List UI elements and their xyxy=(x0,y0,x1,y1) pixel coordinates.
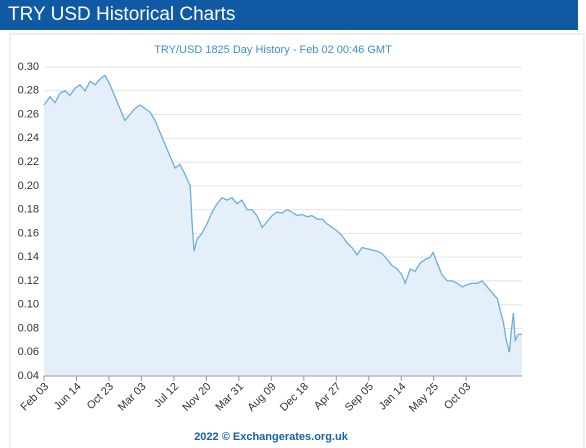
y-tick-label: 0.08 xyxy=(18,322,39,334)
chart-frame xyxy=(9,33,585,448)
y-tick-label: 0.12 xyxy=(18,275,39,287)
chart-title: TRY/USD 1825 Day History - Feb 02 00:46 … xyxy=(154,44,392,56)
x-tick-label: Dec 18 xyxy=(278,381,311,414)
x-tick-label: Jun 14 xyxy=(52,381,84,413)
x-tick-label: May 25 xyxy=(407,381,441,415)
y-tick-label: 0.06 xyxy=(18,346,39,358)
x-tick-label: Mar 03 xyxy=(116,381,149,414)
x-tick-label: Jan 14 xyxy=(377,381,409,413)
y-tick-label: 0.16 xyxy=(18,227,39,239)
x-tick-label: Oct 03 xyxy=(442,381,473,412)
price-line xyxy=(43,74,522,353)
area-fill xyxy=(44,75,522,377)
x-tick-label: Apr 27 xyxy=(312,381,343,412)
y-tick-label: 0.10 xyxy=(18,299,39,311)
x-tick-label: Sep 05 xyxy=(343,381,376,414)
y-tick-label: 0.20 xyxy=(18,180,39,192)
header-title: TRY USD Historical Charts xyxy=(0,0,578,30)
y-tick-label: 0.28 xyxy=(18,85,39,97)
x-tick-label: Jul 12 xyxy=(152,381,181,410)
x-tick-label: Aug 09 xyxy=(245,381,278,414)
y-tick-label: 0.26 xyxy=(18,108,39,120)
y-tick-label: 0.18 xyxy=(18,204,39,216)
x-tick-label: Feb 03 xyxy=(18,381,51,414)
x-tick-label: Nov 20 xyxy=(180,381,213,414)
y-tick-label: 0.14 xyxy=(18,251,39,263)
y-tick-label: 0.30 xyxy=(18,61,39,73)
y-tick-label: 0.22 xyxy=(18,156,39,168)
x-tick-label: Oct 23 xyxy=(85,381,116,412)
source: 2022 © Exchangerates.org.uk xyxy=(194,431,349,443)
x-tick-label: Mar 31 xyxy=(213,381,246,414)
y-tick-label: 0.24 xyxy=(18,132,39,144)
y-tick-label: 0.04 xyxy=(18,370,39,382)
